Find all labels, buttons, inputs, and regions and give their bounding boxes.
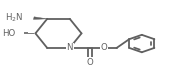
Polygon shape [33,17,47,19]
Text: N: N [67,43,73,52]
Text: HO: HO [2,29,15,38]
Text: O: O [101,43,108,52]
Text: O: O [87,58,93,67]
Text: $\mathregular{H_2N}$: $\mathregular{H_2N}$ [5,12,24,24]
